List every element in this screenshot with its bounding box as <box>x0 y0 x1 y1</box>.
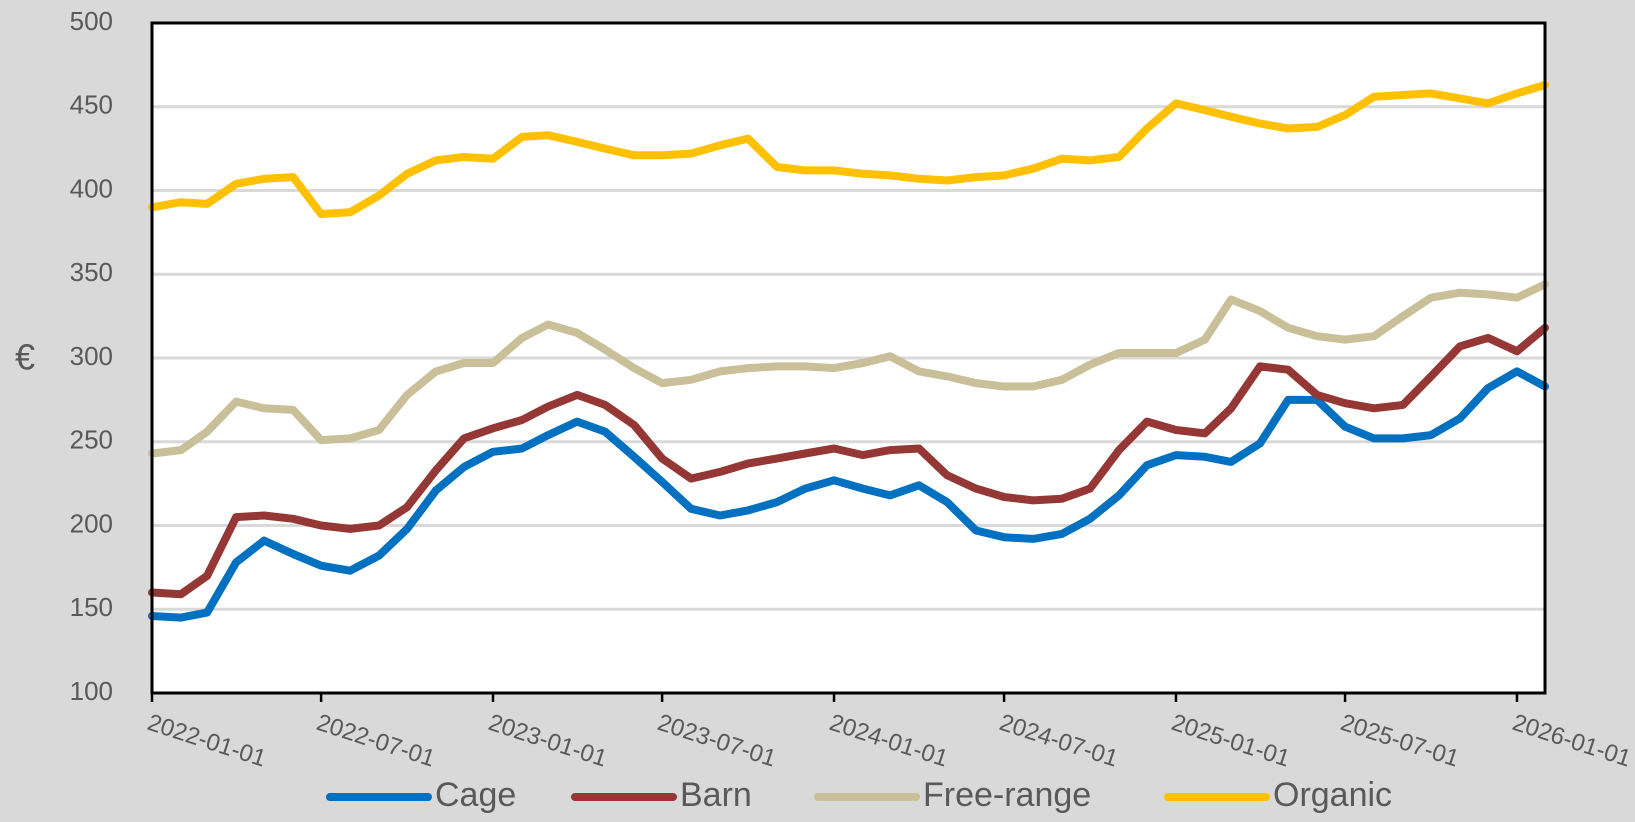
y-axis-ticks: 100 150 200 250 300 350 400 450 500 <box>70 6 113 706</box>
legend-label-cage: Cage <box>435 776 516 814</box>
y-tick-label-300: 300 <box>70 341 113 371</box>
y-tick-label-250: 250 <box>70 425 113 455</box>
plot-frame <box>150 21 1547 695</box>
x-tick-label-2022-07-01: 2022-07-01 <box>313 709 438 773</box>
legend-label-free-range: Free-range <box>923 776 1091 814</box>
series-line-free-range <box>148 280 1549 458</box>
x-tick-label-2023-07-01: 2023-07-01 <box>654 709 779 773</box>
y-tick-label-150: 150 <box>70 592 113 622</box>
series-line-cage <box>148 367 1549 622</box>
x-tick-label-2025-01-01: 2025-01-01 <box>1168 709 1293 773</box>
x-tick-label-2022-01-01: 2022-01-01 <box>144 709 269 773</box>
x-tick-label-2025-07-01: 2025-07-01 <box>1337 709 1462 773</box>
legend-label-barn: Barn <box>680 776 752 814</box>
legend: Cage Barn Free-range Organic <box>326 776 1392 814</box>
series-lines <box>148 81 1549 622</box>
y-tick-label-350: 350 <box>70 257 113 287</box>
y-tick-label-200: 200 <box>70 508 113 538</box>
y-tick-label-400: 400 <box>70 173 113 203</box>
x-tick-label-2023-01-01: 2023-01-01 <box>485 709 610 773</box>
x-tick-label-2024-01-01: 2024-01-01 <box>826 709 951 773</box>
y-axis-label: € <box>15 337 35 378</box>
y-tick-label-450: 450 <box>70 90 113 120</box>
x-tick-label-2024-07-01: 2024-07-01 <box>996 709 1121 773</box>
y-tick-label-500: 500 <box>70 6 113 36</box>
legend-label-organic: Organic <box>1273 776 1392 814</box>
series-line-organic <box>148 81 1549 218</box>
grid-lines <box>152 23 1545 693</box>
y-tick-label-100: 100 <box>70 676 113 706</box>
series-line-barn <box>148 323 1549 599</box>
x-axis-ticks: 2022-01-01 2022-07-01 2023-01-01 2023-07-01… <box>144 693 1634 773</box>
x-tick-label-2026-01-01: 2026-01-01 <box>1509 709 1634 773</box>
